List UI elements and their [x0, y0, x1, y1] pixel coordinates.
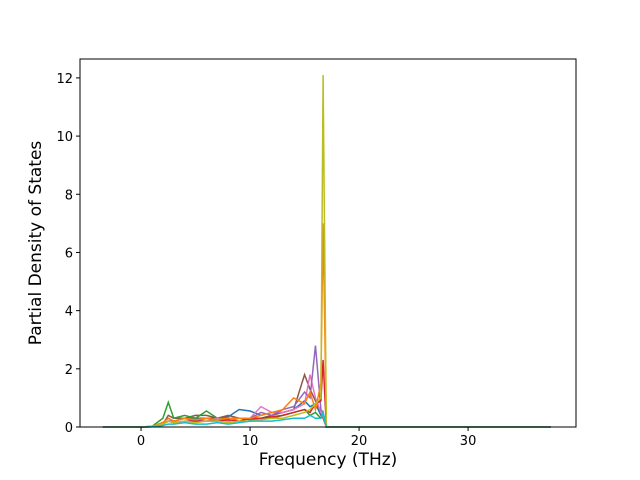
plot-frame [79, 58, 577, 428]
x-axis-label: Frequency (THz) [259, 450, 398, 470]
y-tick-label: 4 [65, 305, 73, 320]
x-tick-label: 20 [351, 434, 368, 449]
series-line [102, 74, 551, 428]
y-tick-label: 10 [56, 130, 73, 145]
y-tick-label: 12 [56, 72, 73, 87]
y-tick-label: 2 [65, 363, 73, 378]
x-tick-label: 30 [460, 434, 477, 449]
x-tick-label: 0 [137, 434, 145, 449]
series-line [102, 223, 551, 428]
x-tick-label: 10 [242, 434, 259, 449]
y-tick-label: 6 [65, 246, 73, 261]
series-line [102, 409, 551, 428]
y-tick-label: 8 [65, 188, 73, 203]
y-tick-label: 0 [65, 421, 73, 436]
y-axis-label: Partial Density of States [26, 141, 46, 346]
